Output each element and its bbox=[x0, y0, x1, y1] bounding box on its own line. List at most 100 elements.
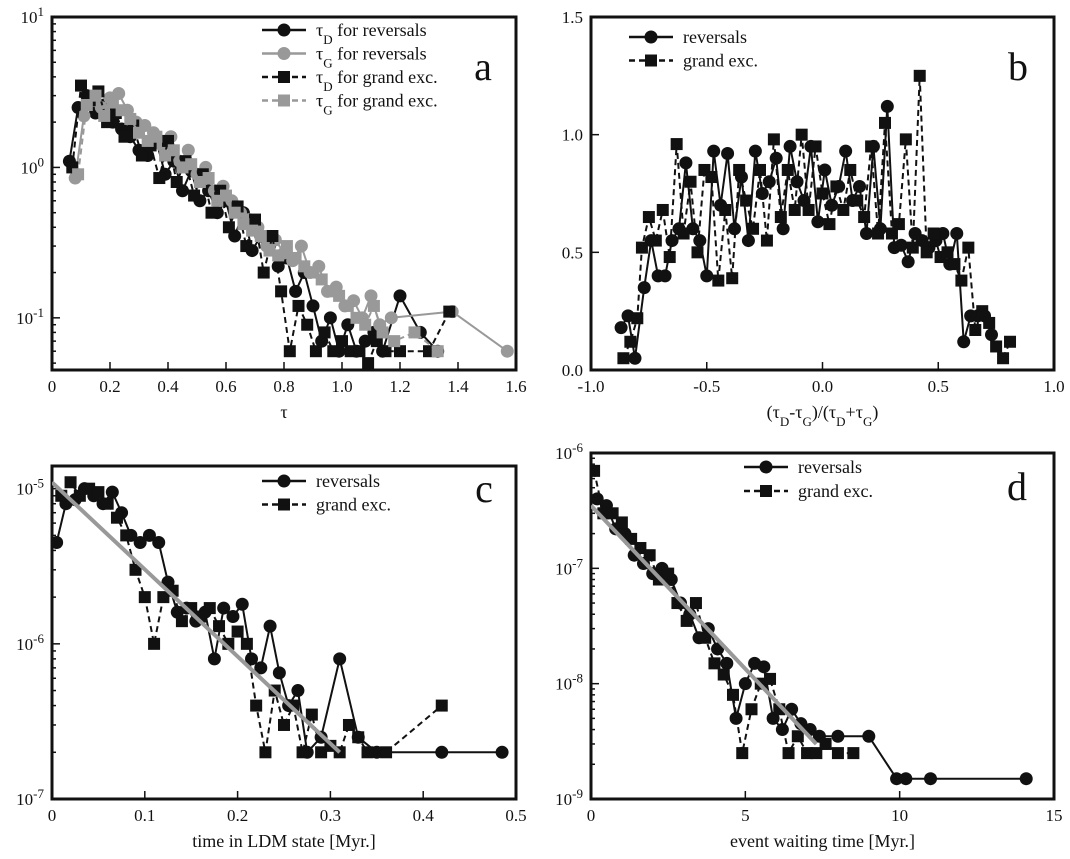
data-point bbox=[899, 772, 913, 786]
legend-marker bbox=[278, 94, 290, 107]
series-line bbox=[55, 487, 503, 754]
data-point bbox=[185, 158, 198, 171]
data-point bbox=[80, 98, 93, 111]
x-tick-label: 0.8 bbox=[273, 377, 294, 396]
data-point bbox=[642, 211, 655, 224]
data-point bbox=[726, 272, 739, 285]
data-point bbox=[202, 172, 215, 185]
data-point bbox=[362, 357, 375, 370]
data-point bbox=[220, 189, 232, 202]
data-point bbox=[263, 619, 277, 633]
data-point bbox=[955, 274, 968, 287]
data-point bbox=[435, 745, 449, 759]
data-point bbox=[844, 163, 857, 176]
panel-c: 0 0.1 0.2 0.3 0.4 0.5 10-7 10-6 10-5 time in LDM … bbox=[16, 464, 527, 851]
data-point bbox=[634, 542, 647, 555]
data-point bbox=[788, 203, 801, 216]
data-point bbox=[352, 731, 365, 744]
data-point bbox=[795, 128, 808, 141]
data-point bbox=[431, 345, 444, 358]
x-tick-label: 1.6 bbox=[505, 377, 526, 396]
data-point bbox=[175, 615, 188, 628]
data-point bbox=[1004, 335, 1017, 348]
x-tick-label: 0.6 bbox=[215, 377, 236, 396]
x-tick-label: 1.4 bbox=[447, 377, 469, 396]
y-tick-label: 1.0 bbox=[562, 126, 583, 145]
data-point bbox=[167, 144, 180, 157]
data-point bbox=[656, 203, 669, 216]
data-point bbox=[984, 328, 998, 342]
x-tick-label: 0.5 bbox=[928, 377, 949, 396]
x-tick-label: 5 bbox=[741, 806, 750, 825]
y-tick-label: 100 bbox=[21, 154, 45, 178]
data-point bbox=[1019, 772, 1033, 786]
data-point bbox=[333, 652, 347, 666]
x-tick-label: 0 bbox=[587, 806, 596, 825]
data-point bbox=[853, 179, 867, 193]
data-point bbox=[278, 718, 290, 731]
fit-line bbox=[591, 504, 818, 746]
plot-frame bbox=[50, 464, 518, 801]
y-tick-label: 101 bbox=[21, 4, 45, 28]
data-point bbox=[275, 285, 288, 298]
panel-letter: a bbox=[474, 44, 492, 89]
data-point bbox=[858, 211, 871, 224]
data-point bbox=[712, 274, 725, 287]
data-point bbox=[217, 601, 231, 615]
data-point bbox=[72, 168, 85, 181]
data-point bbox=[757, 660, 771, 674]
data-point bbox=[705, 171, 718, 184]
data-point bbox=[719, 203, 732, 216]
data-point bbox=[77, 109, 91, 123]
data-point bbox=[859, 227, 873, 241]
data-point bbox=[384, 311, 398, 325]
data-point bbox=[818, 163, 832, 177]
data-point bbox=[280, 240, 293, 253]
data-point bbox=[662, 567, 675, 580]
data-point bbox=[721, 146, 735, 160]
data-point bbox=[663, 251, 676, 264]
data-point bbox=[205, 206, 218, 219]
data-point bbox=[791, 730, 804, 743]
panel-letter: c bbox=[475, 466, 493, 511]
data-point bbox=[203, 602, 216, 615]
data-point bbox=[315, 273, 328, 286]
data-point bbox=[361, 746, 374, 759]
data-point bbox=[213, 620, 226, 633]
data-point bbox=[851, 194, 864, 207]
data-point bbox=[872, 227, 885, 240]
data-point bbox=[306, 299, 320, 313]
data-point bbox=[764, 672, 777, 685]
data-point bbox=[962, 241, 975, 254]
data-point bbox=[990, 340, 1003, 353]
data-point bbox=[254, 661, 268, 675]
x-tick-label: -0.5 bbox=[693, 377, 720, 396]
data-point bbox=[188, 189, 201, 202]
legend-marker bbox=[277, 474, 291, 488]
data-point bbox=[781, 163, 794, 176]
data-point bbox=[865, 140, 878, 153]
data-point bbox=[226, 610, 240, 624]
panel-a: 0 0.2 0.4 0.6 0.8 1.0 1.2 1.4 1.6 10-1 100 101 τ a τD … bbox=[16, 4, 526, 423]
data-point bbox=[370, 745, 384, 759]
x-tick-label: 10 bbox=[891, 806, 908, 825]
data-point bbox=[621, 309, 635, 323]
data-point bbox=[950, 227, 964, 241]
data-point bbox=[720, 656, 734, 670]
legend-marker bbox=[278, 71, 290, 83]
data-point bbox=[649, 234, 662, 247]
data-point bbox=[98, 109, 111, 122]
data-point bbox=[880, 99, 894, 113]
legend-label: grand exc. bbox=[316, 495, 391, 515]
data-point bbox=[809, 140, 822, 153]
data-point bbox=[726, 688, 739, 701]
data-point bbox=[890, 772, 904, 786]
legend-marker bbox=[760, 485, 772, 497]
x-tick-label: 0.2 bbox=[227, 806, 248, 825]
x-tick-label: 1.0 bbox=[1043, 377, 1064, 396]
data-point bbox=[388, 335, 401, 348]
data-point bbox=[643, 549, 656, 562]
data-point bbox=[774, 211, 787, 224]
legend: reversals grand exc. bbox=[629, 27, 758, 71]
